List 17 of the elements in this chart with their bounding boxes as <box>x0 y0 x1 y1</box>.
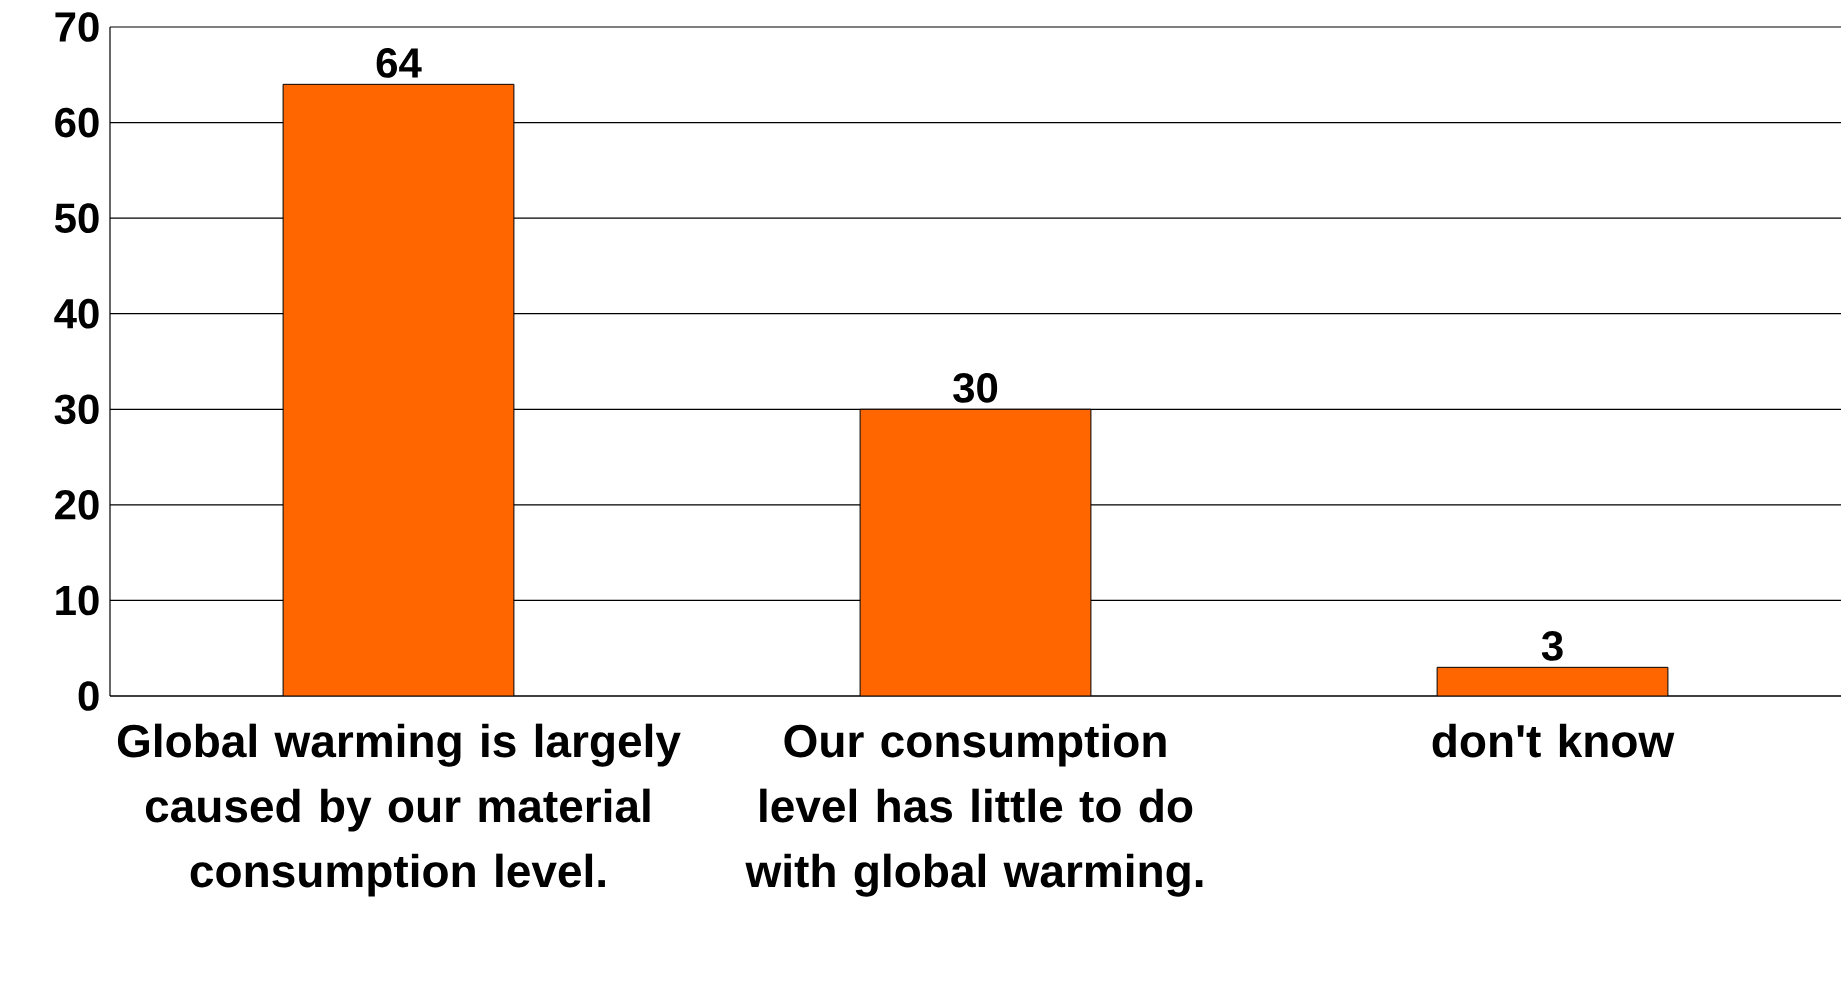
y-tick-label: 70 <box>55 12 99 42</box>
y-tick-label: 10 <box>56 585 99 616</box>
y-tick-label: 0 <box>78 681 99 711</box>
bar <box>859 408 1092 696</box>
y-tick-label: 30 <box>54 394 99 425</box>
data-label: 30 <box>953 372 998 403</box>
x-tick-label: Our consumption level has little to do with global warming. <box>745 723 1203 897</box>
y-tick-label: 60 <box>55 107 99 138</box>
bar <box>282 83 515 696</box>
data-label: 3 <box>1541 631 1563 661</box>
bar <box>1436 666 1669 696</box>
x-tick-label: Global warming is largely caused by our material consumption level. <box>117 723 681 897</box>
x-tick-label: don't know <box>1432 723 1675 758</box>
data-label: 64 <box>376 48 422 78</box>
y-tick-label: 20 <box>55 489 99 520</box>
y-tick-label: 40 <box>54 298 99 329</box>
y-tick-label: 50 <box>54 203 99 233</box>
